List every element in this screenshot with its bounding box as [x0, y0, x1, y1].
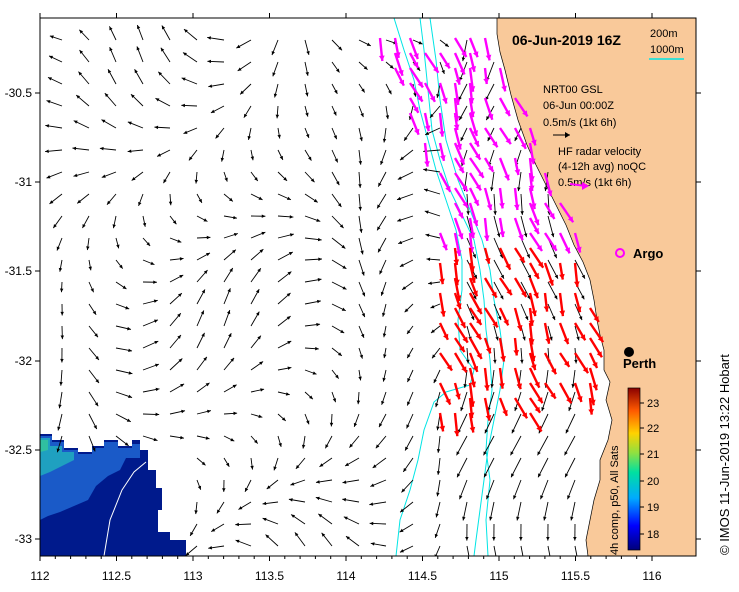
argo-marker: Argo	[615, 246, 663, 261]
model-arrow	[564, 457, 576, 478]
map-title: 06-Jun-2019 16Z	[512, 32, 621, 48]
model-arrow	[435, 545, 441, 556]
x-tick-label: 116	[642, 569, 661, 583]
svg-text:1000m: 1000m	[650, 44, 684, 56]
y-tick-label: -33	[15, 532, 33, 546]
model-arrow	[493, 237, 504, 259]
model-arrow	[493, 545, 497, 556]
svg-text:HF radar velocity: HF radar velocity	[558, 146, 642, 158]
hf-radar-arrows	[378, 37, 605, 437]
svg-text:Perth: Perth	[623, 356, 656, 371]
model-arrow	[493, 215, 500, 238]
y-tick-label: -32	[15, 354, 33, 368]
x-axis: 112 112.5 113 113.5 114 114.5 115 115.5 116	[30, 13, 662, 583]
colorbar-label: 4h comp, p50, All Sats	[609, 445, 621, 555]
model-arrow	[520, 237, 531, 259]
svg-text:(4-12h avg) noQC: (4-12h avg) noQC	[558, 161, 646, 173]
x-tick-label: 114.5	[408, 569, 437, 583]
model-arrow	[466, 545, 470, 556]
colorbar-tick-label: 18	[647, 529, 659, 541]
x-tick-label: 114	[336, 569, 355, 583]
x-tick-label: 115.5	[561, 569, 590, 583]
sst-colorbar: 18 19 20 21 22 23 4h comp, p50, All Sats	[609, 387, 659, 555]
model-current-arrows	[45, 24, 586, 556]
model-arrow	[483, 457, 495, 478]
colorbar-tick-label: 21	[647, 449, 659, 461]
x-tick-label: 113.5	[255, 569, 284, 583]
colorbar-tick-label: 20	[647, 476, 659, 488]
y-tick-label: -31.5	[5, 264, 33, 278]
isobath-1000m	[393, 18, 493, 556]
colorbar-tick-label: 19	[647, 502, 659, 514]
model-arrow	[510, 457, 522, 478]
sst-patch	[40, 434, 186, 556]
credit-text: © IMOS 11-Jun-2019 13:22 Hobart	[717, 354, 732, 555]
model-arrow	[537, 457, 549, 478]
model-arrow	[456, 457, 468, 478]
model-arrow	[483, 435, 495, 456]
model-arrow	[456, 435, 468, 456]
model-arrow	[510, 435, 522, 456]
model-arrow	[574, 545, 578, 556]
x-tick-label: 113	[183, 569, 202, 583]
svg-text:0.5m/s (1kt 6h): 0.5m/s (1kt 6h)	[558, 177, 631, 189]
y-axis: -30.5 -31 -31.5 -32 -32.5 -33	[5, 86, 701, 546]
colorbar-tick-label: 22	[647, 423, 659, 435]
land-mass	[496, 18, 696, 556]
svg-text:06-Jun 00:00Z: 06-Jun 00:00Z	[543, 100, 614, 112]
model-arrow	[537, 435, 549, 456]
colorbar-tick-label: 23	[647, 398, 659, 410]
model-arrow	[520, 545, 524, 556]
model-arrow	[547, 215, 554, 238]
model-arrow	[547, 545, 551, 556]
model-arrow	[564, 435, 576, 456]
y-tick-label: -31	[15, 175, 33, 189]
isobath-200m	[429, 18, 505, 556]
svg-text:0.5m/s (1kt 6h): 0.5m/s (1kt 6h)	[543, 117, 616, 129]
model-arrow	[520, 215, 527, 238]
isobath-legend: 200m 1000m	[649, 28, 684, 60]
y-tick-label: -30.5	[5, 86, 33, 100]
perth-marker: Perth	[623, 347, 656, 371]
svg-text:NRT00 GSL: NRT00 GSL	[543, 84, 603, 96]
x-tick-label: 115	[489, 569, 508, 583]
radar-legend: HF radar velocity (4-12h avg) noQC 0.5m/…	[558, 146, 646, 190]
svg-text:Argo: Argo	[633, 246, 663, 261]
y-tick-label: -32.5	[5, 443, 33, 457]
x-tick-label: 112.5	[102, 569, 131, 583]
svg-text:200m: 200m	[650, 28, 678, 40]
model-legend: NRT00 GSL 06-Jun 00:00Z 0.5m/s (1kt 6h)	[543, 84, 616, 138]
x-tick-label: 112	[30, 569, 49, 583]
